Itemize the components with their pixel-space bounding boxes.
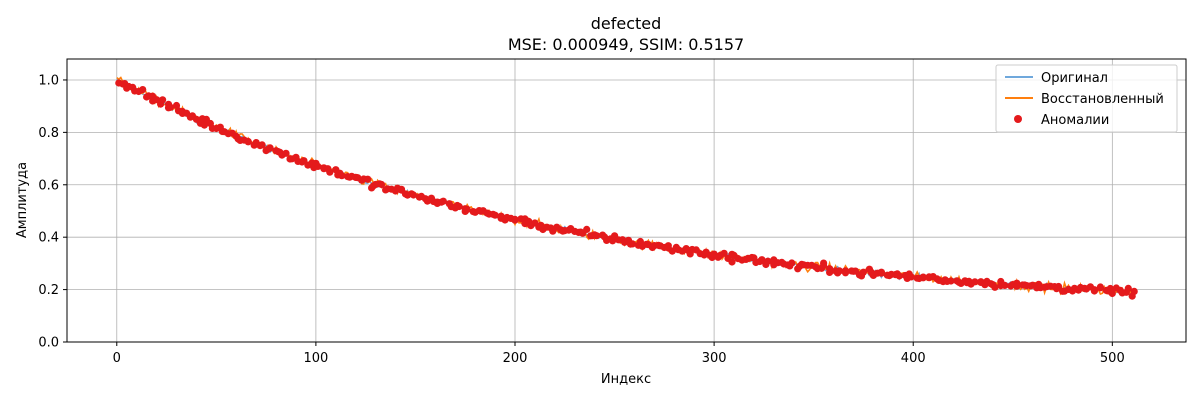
anomaly-point	[1130, 287, 1138, 295]
anomaly-point	[314, 162, 322, 170]
anomaly-point	[511, 216, 519, 224]
y-tick-label: 1.0	[38, 73, 59, 88]
anomaly-point	[166, 103, 175, 111]
anomaly-point	[326, 168, 334, 176]
anomaly-point	[991, 283, 999, 291]
x-axis: 0 100 200 300 400 500	[113, 342, 1125, 366]
anomaly-point	[877, 268, 886, 276]
x-tick-label: 100	[303, 351, 328, 366]
anomaly-point	[764, 257, 772, 265]
series-layer	[115, 76, 1138, 300]
anomaly-point	[139, 86, 147, 94]
anomaly-point	[282, 149, 290, 157]
legend-label-anomalies: Аномалии	[1041, 113, 1109, 128]
anomaly-point	[947, 277, 955, 285]
legend-label-original: Оригинал	[1041, 71, 1108, 86]
anomaly-point	[439, 197, 447, 205]
legend-frame	[995, 64, 1178, 133]
anomaly-point	[1013, 282, 1021, 290]
anomaly-point	[788, 259, 796, 267]
y-tick-label: 0.4	[38, 231, 59, 246]
anomaly-point	[258, 141, 266, 149]
anomaly-point	[835, 267, 844, 275]
x-tick-label: 400	[901, 351, 926, 366]
y-axis-label: Амплитуда	[15, 162, 30, 238]
anomaly-point	[1108, 289, 1116, 298]
anomaly-point	[463, 205, 471, 213]
y-axis: 0.0 0.2 0.4 0.6 0.8 1.0	[38, 73, 67, 351]
chart-title: defected	[591, 14, 662, 33]
anomaly-point	[364, 175, 372, 183]
anomaly-point	[859, 268, 868, 276]
legend: Оригинал Восстановленный Аномалии	[995, 64, 1178, 133]
anomaly-point	[919, 274, 927, 282]
anomaly-point	[159, 96, 167, 104]
anomaly-points	[115, 79, 1138, 300]
anomaly-point	[244, 137, 252, 146]
anomaly-point	[720, 249, 728, 257]
x-tick-label: 500	[1100, 351, 1125, 366]
anomaly-point	[826, 268, 834, 276]
x-axis-label: Индекс	[601, 372, 651, 387]
anomaly-point	[907, 273, 915, 281]
anomaly-point	[338, 172, 346, 180]
anomaly-point	[1124, 284, 1132, 292]
axes-frame	[66, 58, 1187, 343]
anomaly-point	[1001, 281, 1009, 289]
anomaly-point	[841, 269, 850, 277]
anomaly-point	[583, 225, 591, 233]
anomaly-point	[455, 202, 463, 211]
anomaly-point	[378, 180, 386, 189]
y-tick-label: 0.8	[38, 126, 59, 141]
anomaly-point	[593, 232, 601, 240]
chart-subtitle: MSE: 0.000949, SSIM: 0.5157	[508, 35, 744, 54]
anomaly-point	[266, 144, 274, 152]
anomaly-point	[491, 211, 499, 219]
x-tick-label: 0	[113, 351, 121, 366]
anomaly-point	[971, 278, 979, 286]
anomaly-point	[1055, 282, 1063, 291]
y-tick-label: 0.2	[38, 283, 59, 298]
legend-label-reconstructed: Восстановленный	[1041, 92, 1164, 107]
anomaly-point	[1090, 286, 1098, 294]
anomaly-point	[200, 121, 208, 129]
x-tick-label: 300	[702, 351, 727, 366]
legend-swatch-anomalies	[1014, 115, 1022, 123]
anomaly-point	[409, 191, 418, 199]
anomaly-point	[1096, 283, 1104, 291]
anomaly-point	[397, 185, 406, 193]
chart-titles: defected MSE: 0.000949, SSIM: 0.5157	[508, 14, 744, 54]
y-tick-label: 0.0	[38, 336, 59, 351]
anomaly-point	[820, 261, 828, 269]
anomaly-point	[895, 272, 903, 280]
series-line-1	[116, 76, 1135, 296]
anomaly-point	[628, 240, 637, 248]
anomaly-point	[728, 258, 736, 266]
series-line-0	[116, 77, 1135, 295]
y-tick-label: 0.6	[38, 178, 59, 193]
x-tick-label: 200	[503, 351, 528, 366]
anomaly-point	[758, 256, 766, 264]
